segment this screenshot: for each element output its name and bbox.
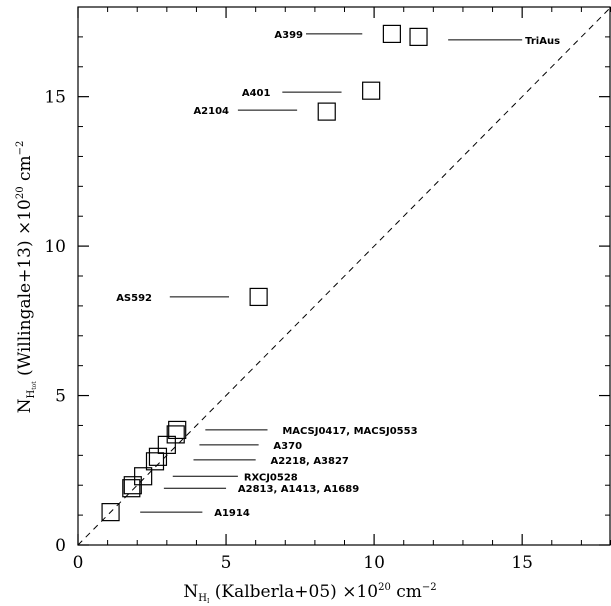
data-point (362, 81, 381, 100)
data-point (249, 287, 268, 307)
x-label-unit-sup: −2 (422, 582, 437, 593)
y-label-main: N (15, 398, 35, 413)
annotation-label: A2104 (193, 106, 229, 117)
x-label-sub: H (198, 593, 207, 604)
y-label-sub: H (26, 390, 37, 399)
y-label-rest: (Willingale+13) ×10 (15, 199, 35, 381)
y-label-unit-sup: −2 (15, 141, 26, 156)
data-point (134, 467, 153, 486)
annotation-label: TriAus (525, 36, 560, 47)
annotation-label: RXCJ0528 (244, 472, 298, 483)
y-label-subsub: tot (31, 381, 38, 390)
annotation-label: MACSJ0417, MACSJ0553 (282, 426, 417, 437)
annotation-label: A401 (242, 88, 271, 99)
data-point (168, 420, 187, 440)
axis-ticks: 0 5 10 15 0 5 10 15 (44, 6, 611, 573)
y-tick-label: 15 (44, 88, 66, 108)
x-tick-label: 0 (73, 553, 84, 573)
x-label-sup: 20 (378, 582, 391, 593)
y-tick-label: 5 (55, 387, 66, 407)
x-label-unit: cm (391, 582, 422, 602)
y-tick-label: 0 (55, 536, 66, 556)
annotations: A399 TriAus A401 A2104 AS592 MACSJ0417, MACSJ… (116, 30, 560, 519)
annotation-label: A399 (274, 30, 303, 41)
y-label-unit: cm (15, 155, 35, 186)
data-point (382, 24, 401, 43)
annotation-label: A2218, A3827 (270, 456, 348, 467)
x-tick-label: 5 (221, 553, 232, 573)
y-tick-label: 10 (44, 237, 66, 257)
data-point (166, 425, 185, 444)
x-tick-label: 10 (363, 553, 385, 573)
x-tick-label: 15 (511, 553, 533, 573)
x-label-subsub: I (207, 598, 210, 605)
data-point (145, 452, 165, 471)
data-point (101, 503, 120, 522)
annotation-label: A370 (273, 441, 302, 452)
data-point (317, 102, 336, 121)
y-axis-label: NHtot (Willingale+13) ×1020 cm−2 (15, 141, 38, 414)
y-label-sup: 20 (15, 186, 26, 199)
x-label-main: N (183, 582, 198, 602)
x-label-rest: (Kalberla+05) ×10 (209, 582, 378, 602)
annotation-label: AS592 (116, 293, 152, 304)
data-markers (101, 24, 428, 522)
annotation-label: A1914 (214, 508, 250, 519)
data-point (409, 27, 428, 46)
annotation-label: A2813, A1413, A1689 (238, 484, 359, 495)
x-axis-label: NHI (Kalberla+05) ×1020 cm−2 (183, 582, 436, 605)
data-point (122, 479, 141, 498)
